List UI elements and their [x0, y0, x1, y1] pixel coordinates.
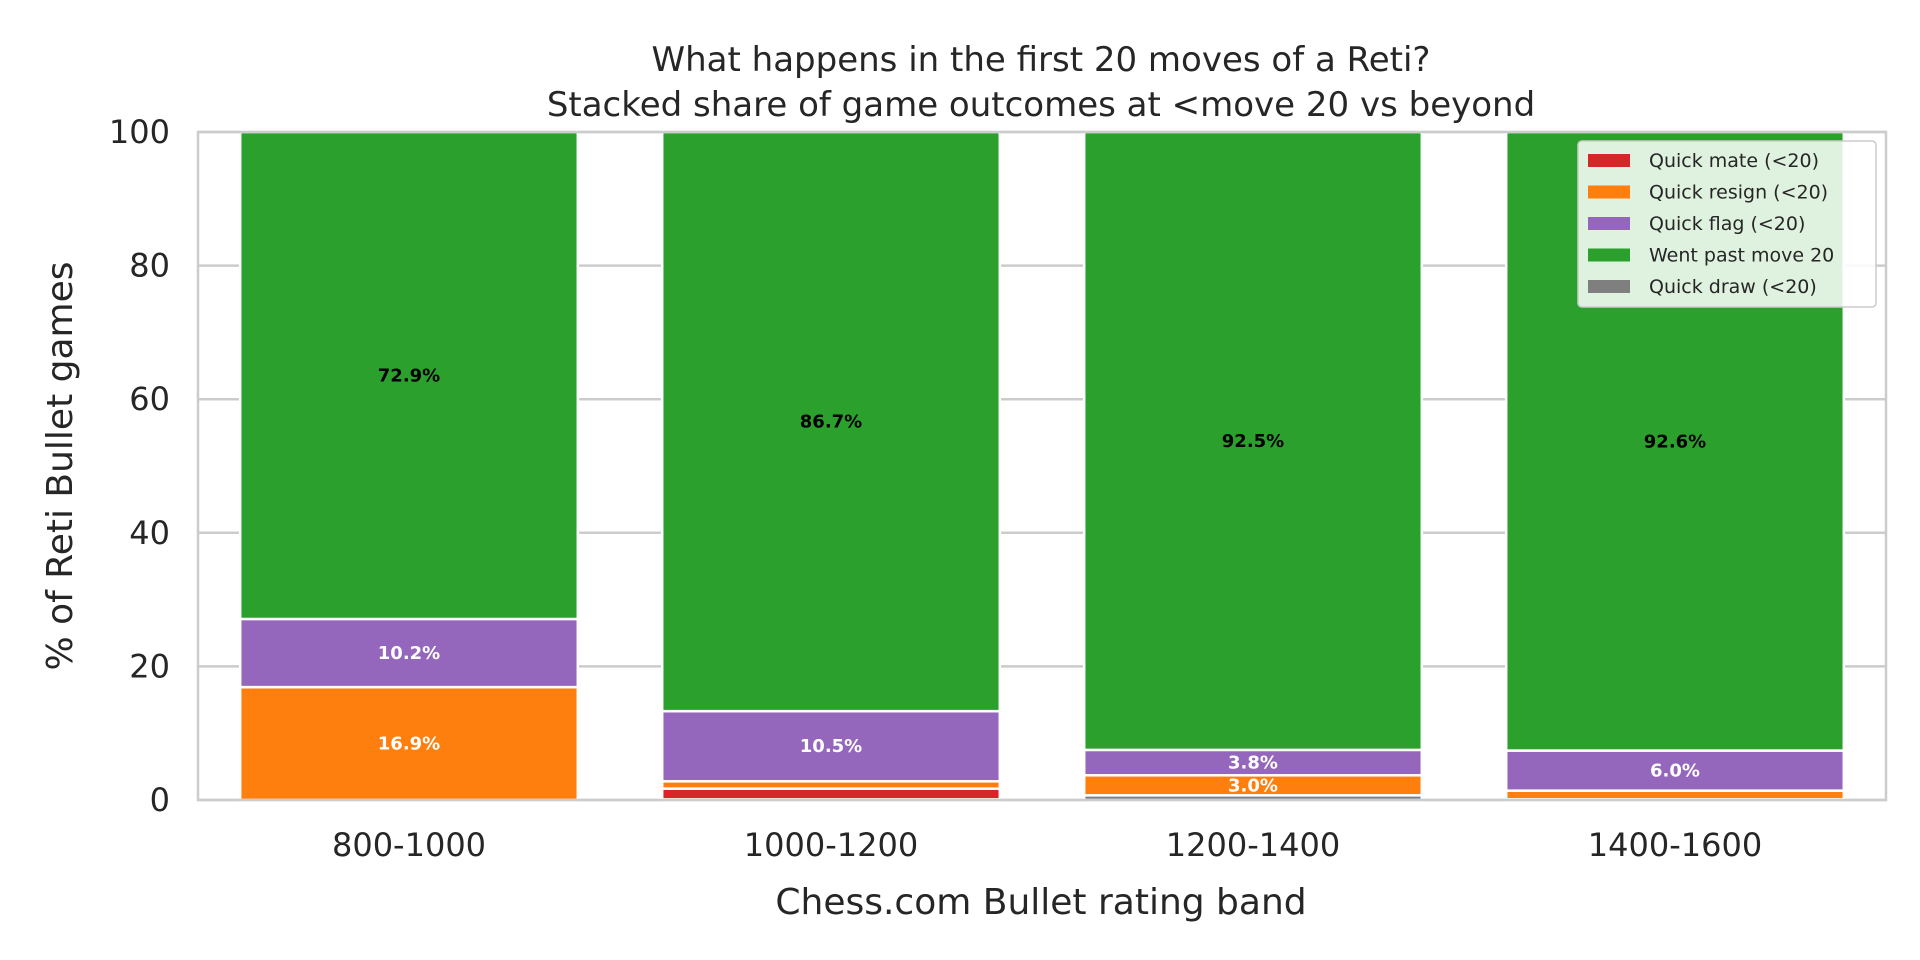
legend-swatch-quick-draw-20: [1588, 280, 1630, 293]
plot-frame: [196, 130, 1888, 802]
y-axis-label: % of Reti Bullet games: [40, 261, 81, 670]
chart-subtitle: Stacked share of game outcomes at <move …: [547, 85, 1535, 125]
bar-stacks: [238, 130, 1846, 802]
bar-1400-1600-quick-resign-20: [1504, 789, 1846, 801]
legend-label: Went past move 20: [1649, 245, 1834, 267]
data-label: 72.9%: [378, 365, 440, 386]
data-label: 3.8%: [1228, 753, 1278, 774]
y-tick-label: 80: [129, 247, 170, 285]
data-label: 6.0%: [1650, 761, 1700, 782]
legend-swatch-quick-mate-20: [1588, 154, 1630, 167]
bar-1000-1200-quick-mate-20: [660, 787, 1002, 801]
data-label: 92.5%: [1222, 431, 1284, 452]
bar-data-labels: 16.9% 10.2% 72.9% 10.5% 86.7% 3.0%3.8% 92.5% 6.…: [378, 365, 1706, 796]
bar-1200-1400-quick-flag-20: [1082, 748, 1424, 777]
chart-title: What happens in the first 20 moves of a …: [652, 40, 1431, 80]
legend-label: Quick draw (<20): [1649, 276, 1817, 298]
x-tick-label: 800-1000: [332, 826, 486, 864]
x-tick-labels: 800-1000 1000-1200 1200-1400 1400-1600: [332, 826, 1762, 864]
bar-800-1000-went-past-move-20: [238, 130, 580, 621]
data-label: 3.0%: [1228, 775, 1278, 796]
bar-1400-1600-quick-flag-20: [1504, 749, 1846, 792]
chart-legend: Quick mate (<20) Quick resign (<20) Quick …: [1577, 140, 1877, 308]
bar-1000-1200-went-past-move-20: [660, 130, 1002, 713]
data-label: 10.2%: [378, 643, 440, 664]
legend-swatch-went-past-move-20: [1588, 248, 1630, 262]
y-tick-label: 40: [129, 514, 170, 552]
x-tick-label: 1400-1600: [1588, 826, 1762, 864]
bar-1000-1200-quick-flag-20: [660, 709, 1002, 783]
legend-label: Quick flag (<20): [1649, 213, 1805, 235]
y-tick-label: 20: [129, 647, 170, 685]
y-tick-label: 60: [129, 380, 170, 418]
data-label: 86.7%: [800, 412, 862, 433]
y-tick-label: 100: [109, 113, 170, 151]
data-label: 10.5%: [800, 736, 862, 757]
x-tick-label: 1200-1400: [1166, 826, 1340, 864]
y-tick-labels: 0 20 40 60 80 100: [109, 113, 170, 819]
data-label: 16.9%: [378, 734, 440, 755]
legend-swatch-quick-resign-20: [1588, 185, 1630, 199]
bar-800-1000-quick-flag-20: [238, 617, 580, 689]
legend-label: Quick mate (<20): [1649, 150, 1819, 172]
y-tick-label: 0: [150, 781, 170, 819]
legend-swatch-quick-flag-20: [1588, 217, 1630, 230]
legend-label: Quick resign (<20): [1649, 182, 1828, 204]
x-axis-label: Chess.com Bullet rating band: [775, 882, 1306, 923]
bar-1200-1400-went-past-move-20: [1082, 130, 1424, 752]
x-tick-label: 1000-1200: [744, 826, 918, 864]
data-label: 92.6%: [1644, 431, 1706, 452]
legend-frame: [1577, 140, 1877, 308]
